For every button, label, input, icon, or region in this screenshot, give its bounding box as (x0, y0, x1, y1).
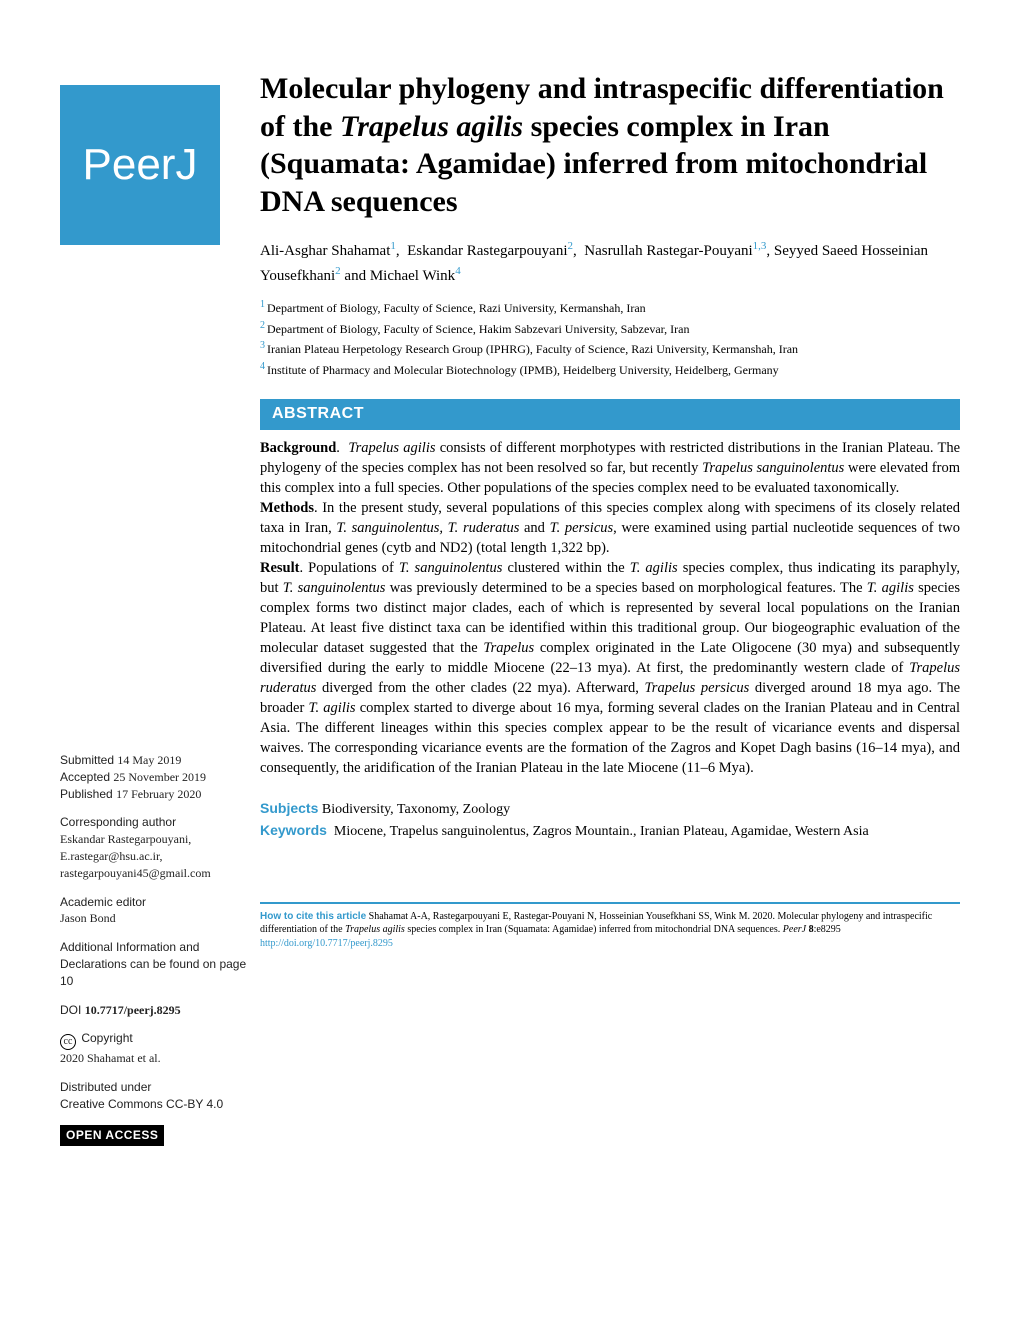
accepted-label: Accepted (60, 770, 110, 784)
subjects-keywords: Subjects Biodiversity, Taxonomy, Zoology… (260, 798, 960, 842)
copyright-text: 2020 Shahamat et al. (60, 1050, 250, 1067)
author-aff: 1,3 (753, 240, 767, 252)
author-aff: 2 (568, 240, 574, 252)
corresponding-email: rastegarpouyani45@gmail.com (60, 865, 250, 882)
subjects-label: Subjects (260, 800, 318, 816)
cc-icon: cc (60, 1034, 76, 1050)
abstract-heading: ABSTRACT (260, 399, 960, 429)
subjects-text: Biodiversity, Taxonomy, Zoology (322, 802, 510, 817)
author: Eskandar Rastegarpouyani (407, 243, 567, 259)
published-date: 17 February 2020 (116, 787, 201, 801)
author-aff: 1 (390, 240, 396, 252)
editor-name: Jason Bond (60, 910, 250, 927)
copyright-label: Copyright (81, 1031, 132, 1045)
author: Ali-Asghar Shahamat (260, 243, 390, 259)
doi-label: DOI (60, 1003, 81, 1017)
citation-box: How to cite this article Shahamat A-A, R… (260, 902, 960, 951)
affiliation: 1Department of Biology, Faculty of Scien… (260, 297, 960, 318)
affiliation-list: 1Department of Biology, Faculty of Scien… (260, 297, 960, 379)
corresponding-email: E.rastegar@hsu.ac.ir, (60, 848, 250, 865)
distributed-label: Distributed under (60, 1079, 250, 1096)
author-aff: 2 (335, 265, 341, 277)
author-list: Ali-Asghar Shahamat1, Eskandar Rastegarp… (260, 238, 960, 287)
submitted-date: 14 May 2019 (117, 753, 181, 767)
abstract-bg-label: Background (260, 440, 336, 456)
abstract-methods-label: Methods (260, 500, 314, 516)
dates-block: Submitted 14 May 2019 Accepted 25 Novemb… (60, 752, 250, 802)
abstract-result-label: Result (260, 560, 299, 576)
affiliation: 4Institute of Pharmacy and Molecular Bio… (260, 359, 960, 380)
submitted-label: Submitted (60, 753, 114, 767)
cite-link[interactable]: http://doi.org/10.7717/peerj.8295 (260, 938, 393, 949)
affiliation: 3Iranian Plateau Herpetology Research Gr… (260, 338, 960, 359)
author-aff: 4 (455, 265, 461, 277)
author: Michael Wink (370, 268, 455, 284)
corresponding-block: Corresponding author Eskandar Rastegarpo… (60, 814, 250, 881)
editor-block: Academic editor Jason Bond (60, 894, 250, 928)
copyright-block: cc Copyright 2020 Shahamat et al. (60, 1030, 250, 1067)
article-title: Molecular phylogeny and intraspecific di… (260, 70, 960, 220)
distributed-text: Creative Commons CC-BY 4.0 (60, 1096, 250, 1113)
corresponding-label: Corresponding author (60, 814, 250, 831)
affiliation: 2Department of Biology, Faculty of Scien… (260, 318, 960, 339)
addl-info-text: Additional Information and Declarations … (60, 939, 250, 989)
open-access-block: OPEN ACCESS (60, 1125, 250, 1146)
title-species: Trapelus agilis (340, 110, 523, 143)
corresponding-name: Eskandar Rastegarpouyani, (60, 831, 250, 848)
addl-info-block: Additional Information and Declarations … (60, 939, 250, 989)
peerj-logo: PeerJ (60, 85, 220, 245)
accepted-date: 25 November 2019 (113, 770, 206, 784)
abstract-body: Background. Trapelus agilis consists of … (260, 438, 960, 778)
doi-block: DOI 10.7717/peerj.8295 (60, 1002, 250, 1019)
editor-label: Academic editor (60, 894, 250, 911)
author: Nasrullah Rastegar-Pouyani (584, 243, 752, 259)
license-block: Distributed under Creative Commons CC-BY… (60, 1079, 250, 1113)
open-access-badge: OPEN ACCESS (60, 1125, 164, 1146)
cite-label: How to cite this article (260, 911, 366, 922)
logo-text: PeerJ (83, 134, 198, 196)
published-label: Published (60, 787, 113, 801)
doi-value[interactable]: 10.7717/peerj.8295 (85, 1003, 181, 1017)
article-meta-sidebar: Submitted 14 May 2019 Accepted 25 Novemb… (60, 752, 250, 1158)
keywords-label: Keywords (260, 822, 327, 838)
